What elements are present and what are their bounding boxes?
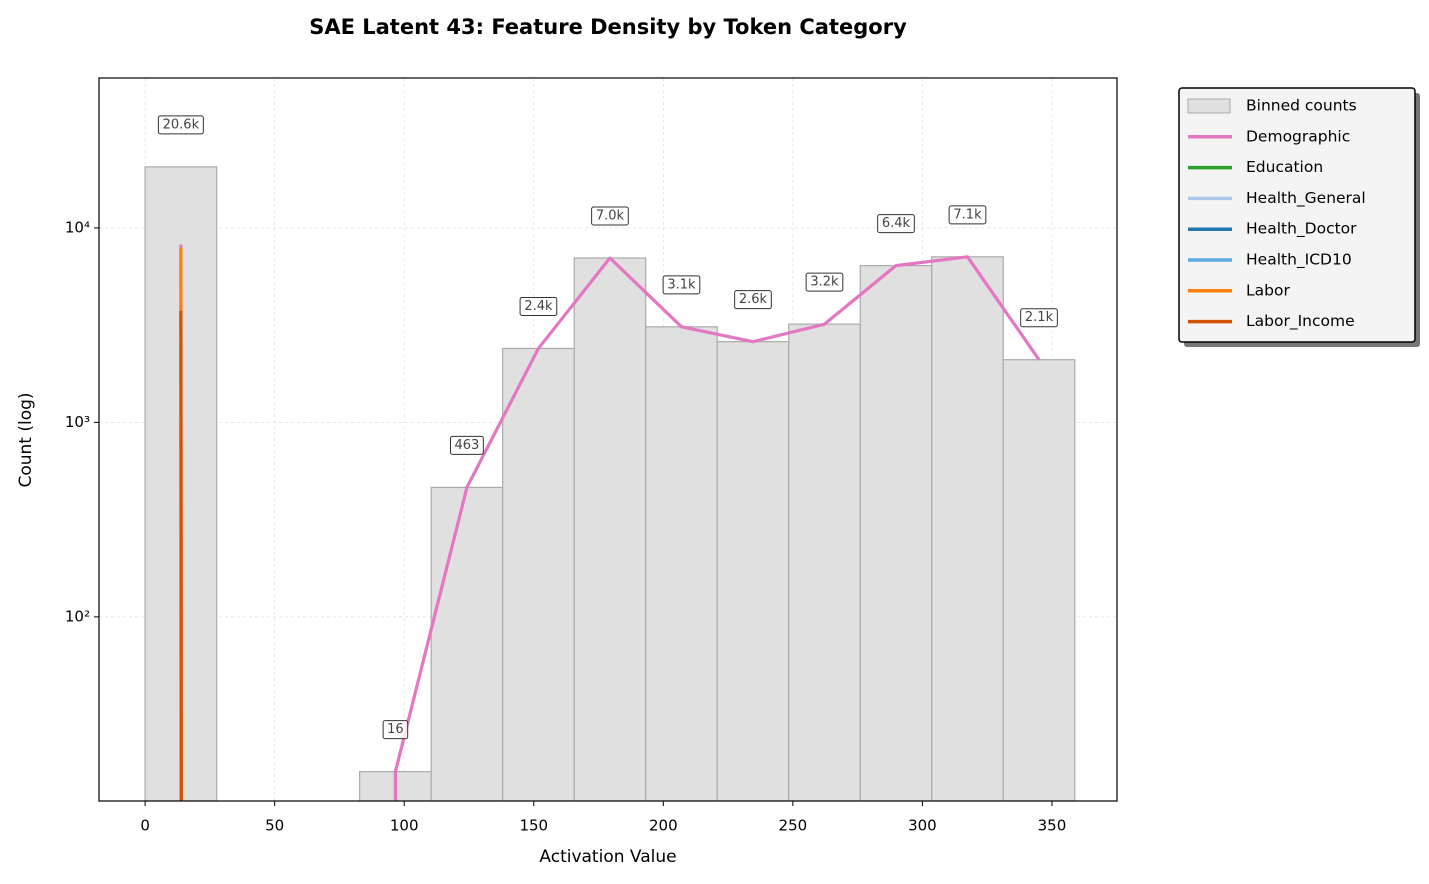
value-label: 463 — [455, 438, 480, 453]
value-label-box — [948, 205, 987, 225]
x-tick-label: 50 — [265, 817, 284, 835]
legend-label: Labor_Income — [1246, 312, 1355, 331]
legend: Binned counts Demographic Education Health_… — [1178, 87, 1420, 347]
legend-label: Demographic — [1246, 127, 1350, 145]
legend-label: Health_General — [1246, 189, 1366, 208]
legend-label: Health_Doctor — [1246, 220, 1357, 239]
value-labels: 20.6k 16 463 2.4k 7.0k 3.1k 2.6k 3.2k 6.4k 7.1k 2.… — [157, 115, 1058, 740]
value-label: 3.1k — [667, 277, 696, 292]
value-label-box — [157, 115, 204, 135]
x-tick-label: 200 — [649, 817, 678, 835]
y-axis-label: Count (log) — [16, 392, 36, 487]
plot-frame — [98, 77, 1118, 802]
chart-title: SAE Latent 43: Feature Density by Token … — [309, 15, 907, 39]
value-label: 2.4k — [524, 299, 553, 314]
x-axis-label: Activation Value — [539, 847, 676, 867]
legend-box — [1178, 87, 1416, 343]
y-tick-label: 10² — [65, 607, 90, 625]
y-tick-label: 10³ — [65, 413, 90, 431]
legend-label: Labor — [1246, 281, 1290, 299]
value-label: 2.1k — [1025, 310, 1054, 325]
legend-label: Health_ICD10 — [1246, 251, 1352, 270]
bar — [716, 341, 790, 801]
x-tick-label: 150 — [519, 817, 548, 835]
legend-label: Binned counts — [1246, 97, 1357, 115]
value-label-box — [662, 275, 701, 295]
value-label: 3.2k — [810, 275, 839, 290]
value-label-box — [591, 206, 629, 226]
value-label: 7.1k — [953, 207, 982, 222]
legend-label: Education — [1246, 158, 1323, 176]
x-tick-label: 250 — [779, 817, 808, 835]
value-label-box — [877, 214, 915, 234]
value-label-box — [382, 720, 409, 740]
bar — [1002, 359, 1076, 801]
bar — [573, 257, 647, 801]
legend-swatch — [1187, 98, 1231, 114]
bar — [931, 256, 1004, 801]
bar — [645, 326, 718, 801]
x-tick-label: 100 — [390, 817, 419, 835]
value-label-box — [519, 296, 558, 316]
y-tick-label: 10⁴ — [65, 218, 90, 236]
value-label: 6.4k — [882, 216, 911, 231]
bar — [502, 347, 575, 801]
value-label-box — [805, 272, 844, 292]
x-tick-label: 0 — [140, 817, 150, 835]
value-label-box — [450, 435, 484, 455]
x-tick-label: 300 — [908, 817, 937, 835]
bar — [788, 323, 861, 801]
bar — [430, 486, 504, 801]
series-line — [179, 244, 1041, 801]
bar — [859, 265, 933, 801]
lines — [179, 244, 1041, 801]
value-label: 20.6k — [163, 117, 200, 132]
value-label-box — [734, 290, 772, 310]
value-label: 16 — [387, 722, 404, 737]
x-tick-label: 350 — [1038, 817, 1067, 835]
value-label: 2.6k — [739, 292, 768, 307]
value-label-box — [1020, 308, 1058, 328]
axes: 0 50 100 150 200 250 300 350 10² 10³ 10⁴ — [65, 218, 1066, 834]
value-label: 7.0k — [596, 209, 625, 224]
